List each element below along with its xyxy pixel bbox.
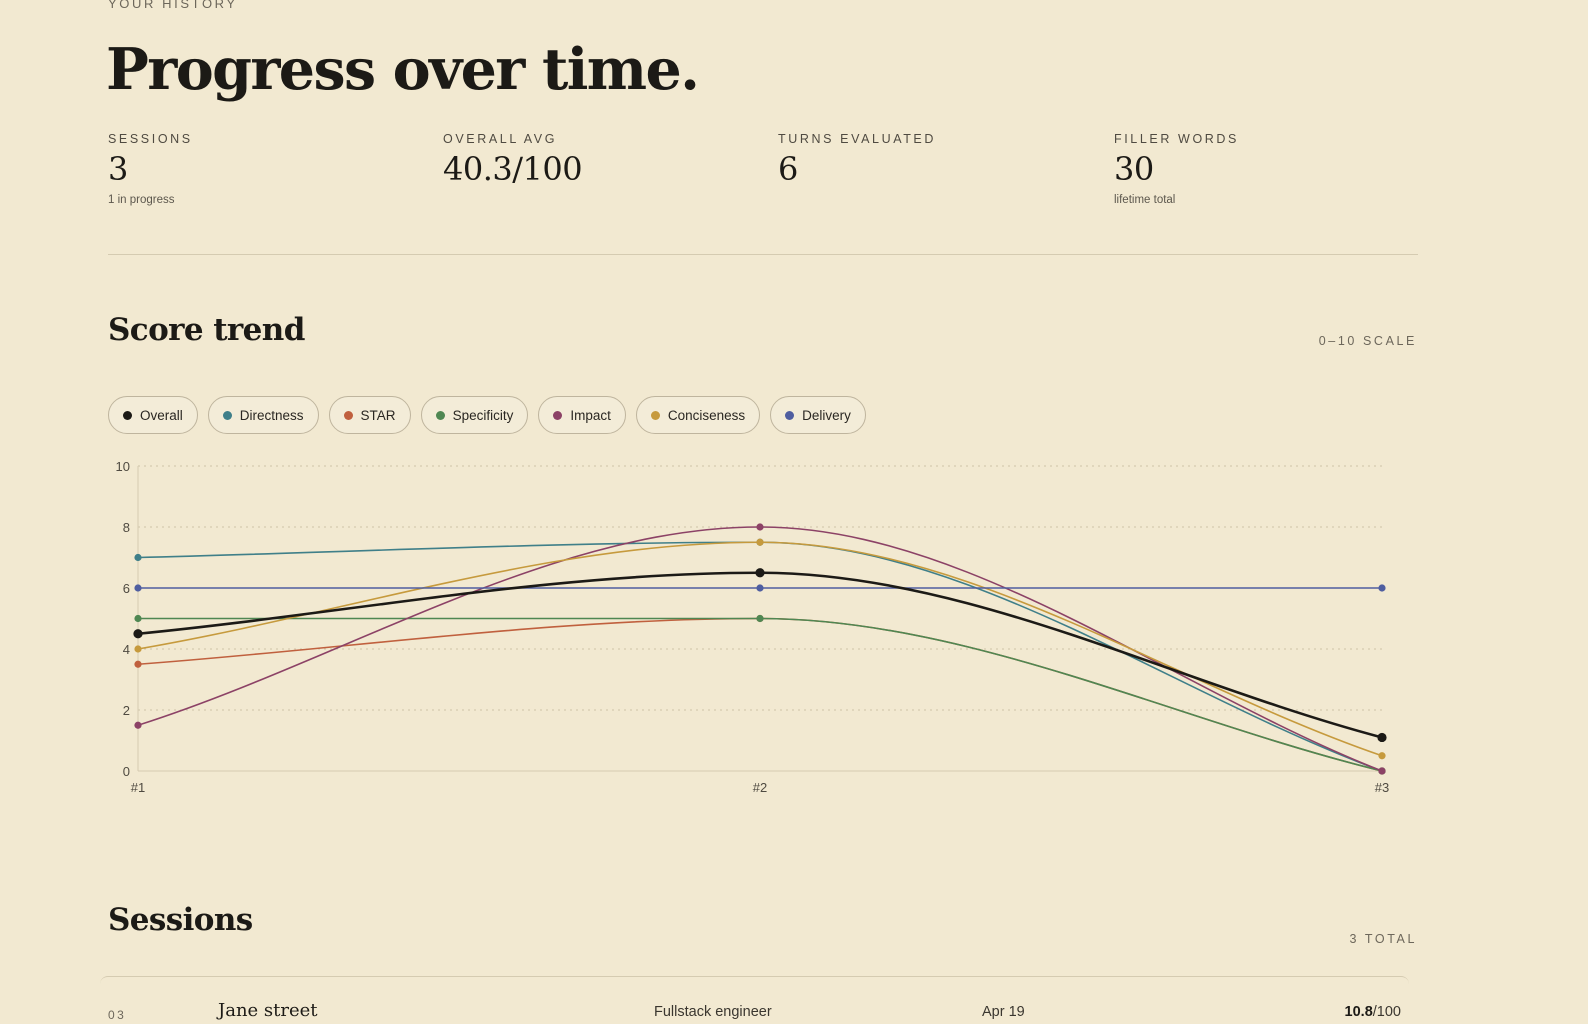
stat-label: OVERALL AVG: [443, 132, 558, 146]
legend-label: Conciseness: [667, 407, 746, 423]
data-point-delivery: [134, 584, 142, 592]
legend-dot: [553, 410, 563, 420]
stat-label: SESSIONS: [108, 132, 193, 146]
legend-dot: [343, 410, 353, 420]
y-tick-label: 6: [123, 581, 130, 596]
legend-chip-overall[interactable]: Overall: [108, 396, 198, 434]
data-point-star: [134, 660, 142, 668]
score-trend-chart: 0 2 4 6 8 10 #1 #2 #3: [116, 459, 1390, 795]
session-company[interactable]: Jane street: [218, 1000, 318, 1021]
legend-chip-conciseness[interactable]: Conciseness: [635, 396, 761, 434]
stat-overall-avg: OVERALL AVG 40.3/100: [443, 132, 763, 188]
stat-turns-evaluated: TURNS EVALUATED 6: [778, 132, 1098, 188]
legend-label: Directness: [239, 407, 304, 423]
eyebrow: YOUR HISTORY: [108, 0, 238, 11]
legend-dot: [123, 410, 132, 420]
score-trend-title: Score trend: [108, 312, 305, 348]
stat-note: 1 in progress: [108, 194, 175, 206]
data-point-impact: [134, 721, 142, 729]
data-point-specificity: [134, 614, 142, 623]
series-line-specificity: [138, 617, 1383, 772]
data-point-overall: [755, 568, 765, 578]
data-point-impact: [1378, 767, 1386, 775]
x-tick-label: #1: [131, 780, 145, 795]
session-score-value: 10.8: [1344, 1004, 1373, 1020]
legend-dot: [222, 410, 232, 420]
data-point-overall: [1377, 732, 1387, 743]
data-point-overall: [133, 629, 143, 639]
legend-label: STAR: [360, 407, 396, 423]
legend-chip-star[interactable]: STAR: [328, 396, 411, 434]
data-point-conciseness: [134, 645, 142, 653]
data-point-delivery: [756, 584, 764, 592]
stat-value: 3: [108, 150, 128, 188]
chart-legend: Overall Directness STAR Specificity Impa…: [108, 396, 866, 434]
session-score-suffix: /100: [1372, 1004, 1401, 1020]
session-index: 03: [108, 1008, 127, 1022]
session-score: 10.8/100: [1345, 1004, 1401, 1020]
y-tick-label: 8: [123, 520, 130, 535]
legend-dot: [435, 410, 445, 420]
session-role: Fullstack engineer: [654, 1004, 772, 1020]
page-title: Progress over time.: [106, 36, 700, 103]
stat-filler-words: FILLER WORDS 30 lifetime total: [1114, 132, 1434, 206]
y-tick-label: 0: [123, 764, 130, 779]
y-tick-label: 2: [123, 703, 130, 718]
stat-sessions: SESSIONS 3 1 in progress: [108, 132, 428, 206]
series-line-overall: [137, 571, 1383, 739]
legend-chip-impact[interactable]: Impact: [538, 396, 626, 434]
legend-label: Overall: [140, 407, 183, 423]
legend-dot: [650, 410, 660, 420]
scale-label: 0–10 SCALE: [1318, 334, 1417, 348]
stat-value: 6: [778, 150, 798, 188]
stat-value: 30: [1114, 150, 1154, 188]
stat-label: FILLER WORDS: [1114, 132, 1239, 146]
sessions-list: [100, 976, 1409, 1024]
legend-chip-specificity[interactable]: Specificity: [420, 396, 529, 434]
data-point-delivery: [1378, 584, 1386, 592]
x-tick-label: #2: [753, 780, 767, 795]
x-tick-label: #3: [1375, 780, 1389, 795]
legend-dot: [785, 410, 795, 420]
y-tick-label: 4: [123, 642, 130, 657]
series-line-star: [137, 617, 1383, 772]
session-date: Apr 19: [982, 1004, 1025, 1020]
data-point-specificity: [756, 614, 764, 623]
data-point-conciseness: [1378, 752, 1386, 760]
data-point-impact: [756, 523, 764, 531]
legend-chip-directness[interactable]: Directness: [207, 396, 319, 434]
stat-note: lifetime total: [1114, 194, 1176, 206]
legend-label: Delivery: [802, 407, 851, 423]
legend-label: Specificity: [452, 407, 514, 423]
stat-value: 40.3/100: [443, 150, 583, 188]
stat-label: TURNS EVALUATED: [778, 132, 937, 146]
data-point-directness: [134, 553, 142, 562]
sessions-total: 3 TOTAL: [1349, 932, 1417, 946]
legend-label: Impact: [570, 407, 611, 423]
divider: [108, 254, 1418, 255]
data-point-conciseness: [756, 538, 764, 546]
sessions-title: Sessions: [108, 902, 253, 938]
y-tick-label: 10: [116, 459, 130, 474]
legend-chip-delivery[interactable]: Delivery: [770, 396, 866, 434]
